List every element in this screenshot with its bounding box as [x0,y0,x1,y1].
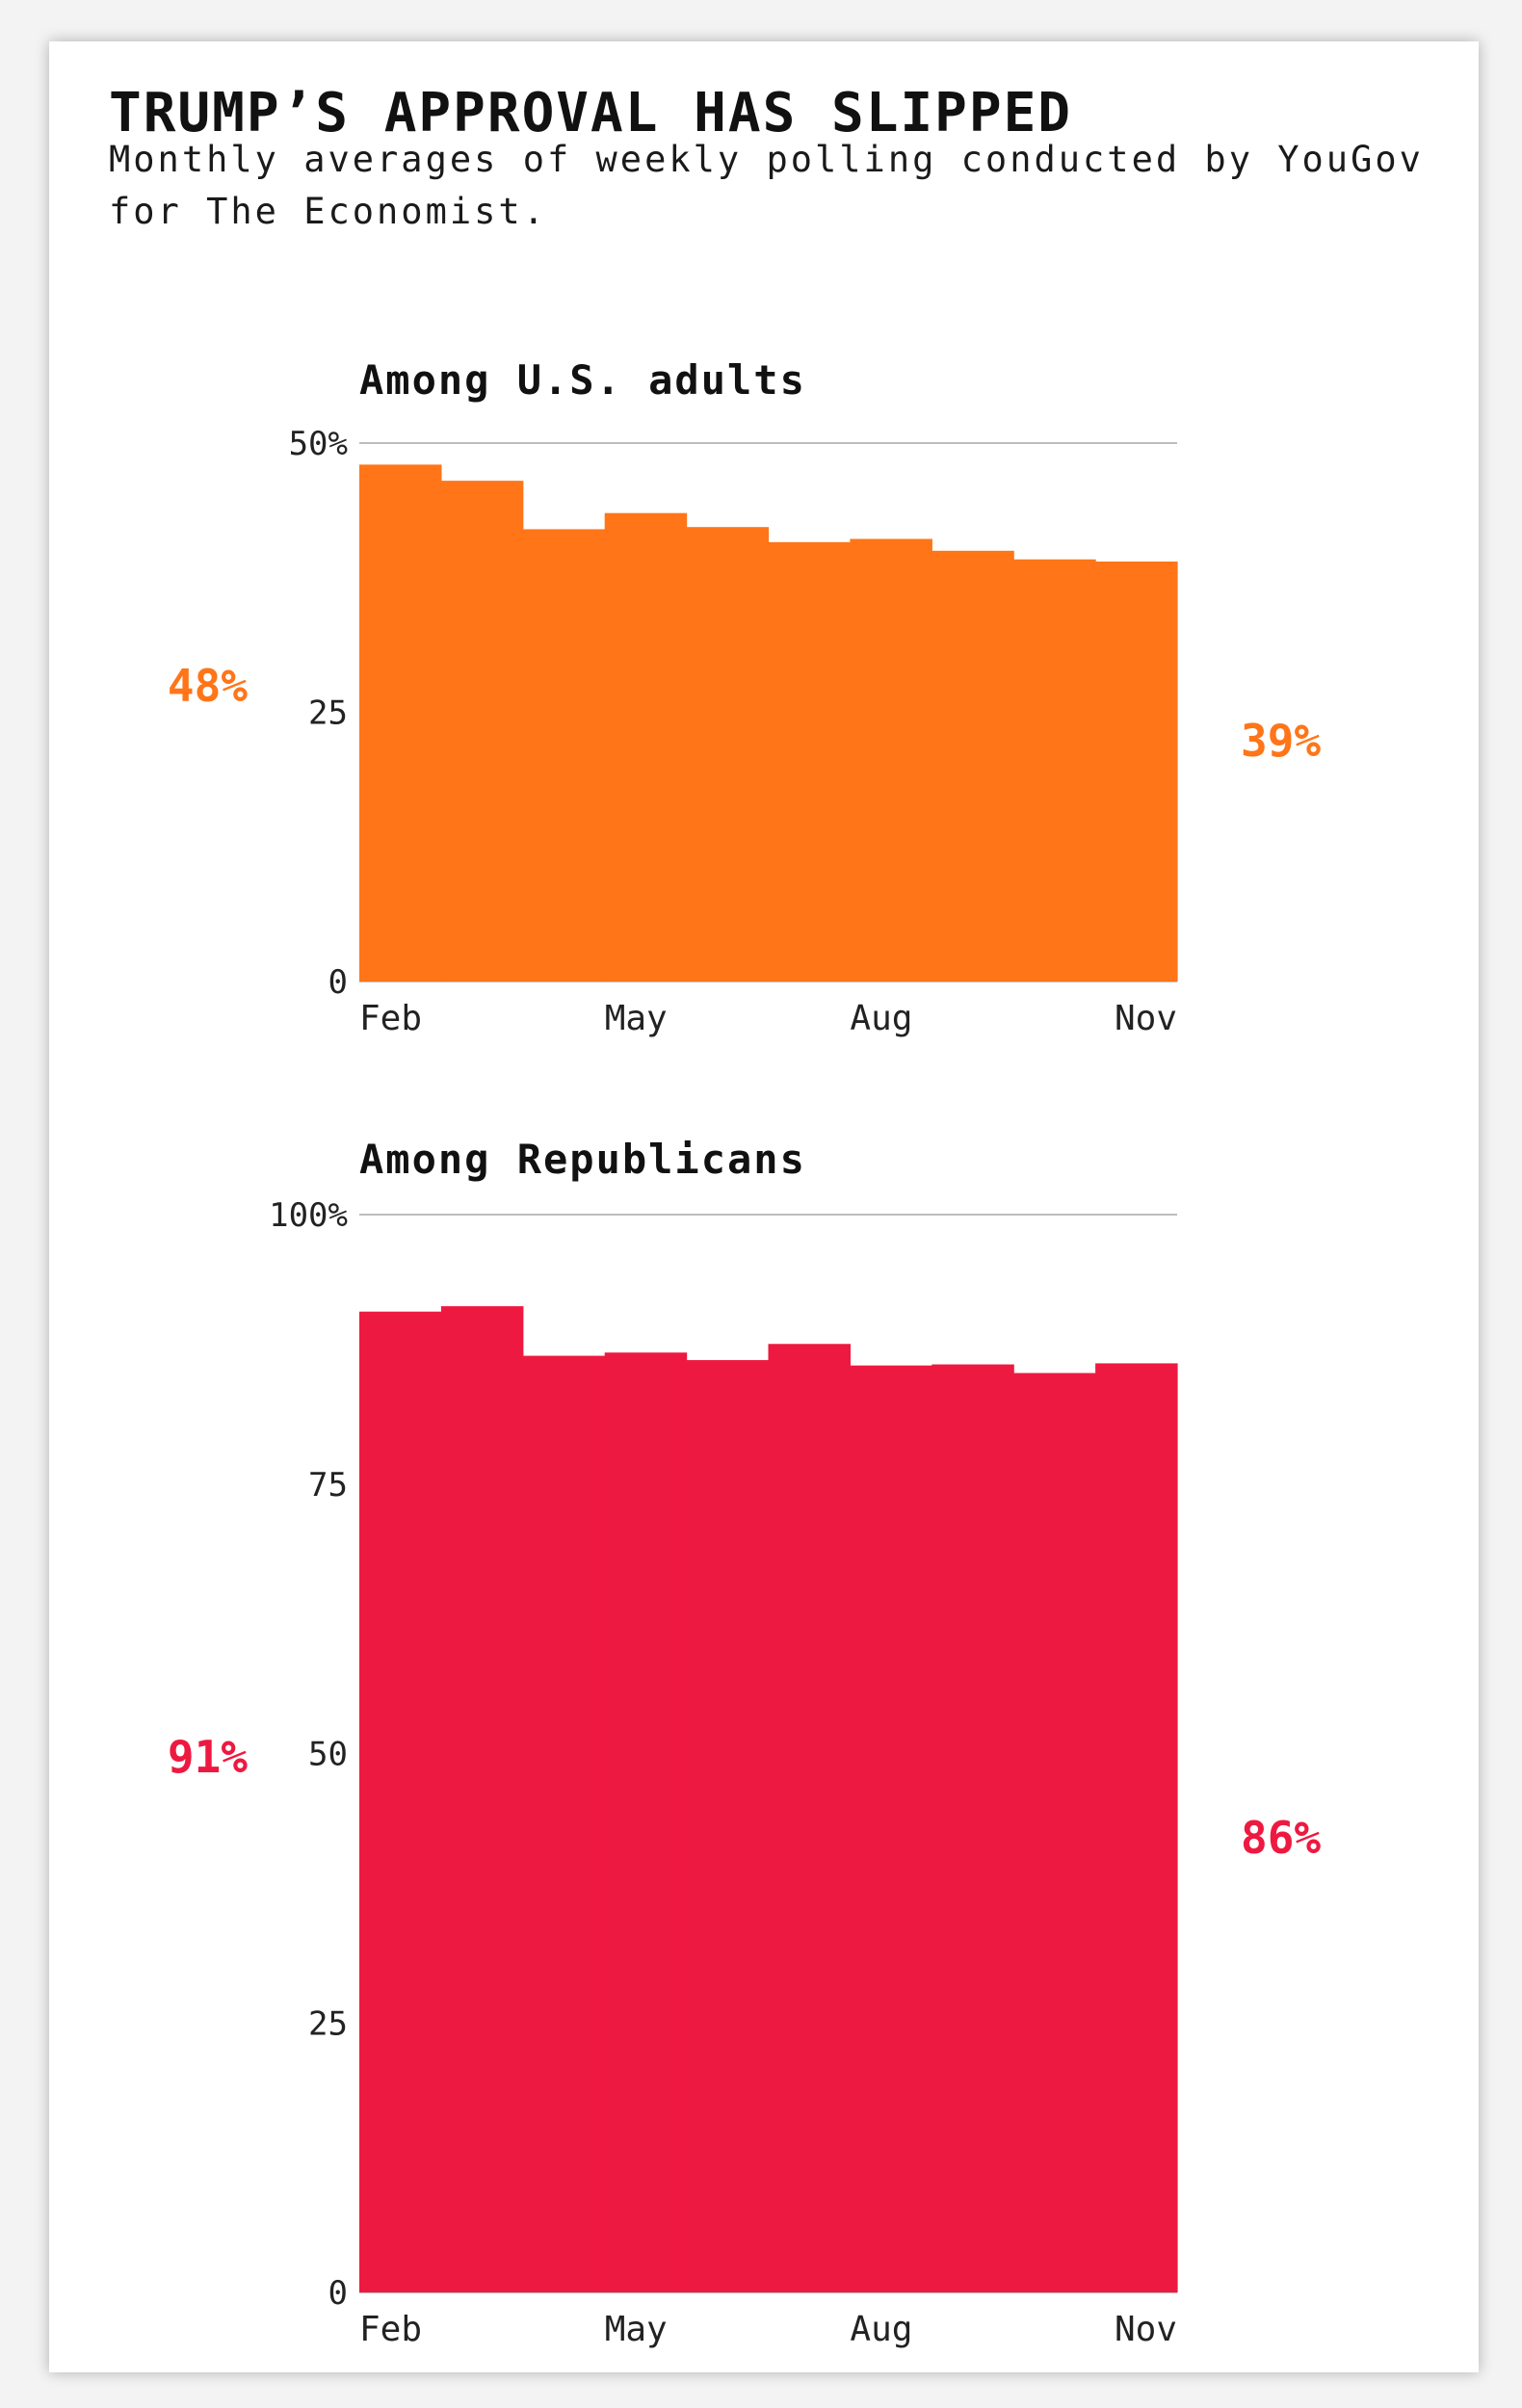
x-tick-label: Aug [850,2310,912,2349]
bar-jun [686,527,770,982]
bar-may [604,1352,688,2292]
bar-may [604,512,688,982]
bar-aug [850,1365,932,2292]
x-tick-label: Feb [359,2310,422,2349]
end-value-label: 39% [1241,715,1321,767]
bar-jul [768,541,851,982]
x-tick-label: Nov [1115,2310,1177,2349]
panel-title: Among Republicans [359,1136,806,1183]
chart-title: TRUMP’S APPROVAL HAS SLIPPED [109,82,1073,144]
y-tick-label: 25 [308,694,348,733]
x-tick-label: Feb [359,999,422,1038]
y-tick-label: 75 [308,1466,348,1505]
y-tick-label: 0 [328,2274,348,2313]
y-tick-label: 100% [269,1196,348,1235]
bar-feb [359,464,442,982]
bar-sep [932,1364,1014,2292]
bar-oct [1013,1373,1096,2292]
panel-title: Among U.S. adults [359,356,806,404]
bar-apr [522,529,606,982]
chart-subtitle: Monthly averages of weekly polling condu… [109,139,1424,232]
bar-mar [440,481,524,982]
chart-card: TRUMP’S APPROVAL HAS SLIPPED Monthly ave… [49,41,1479,2372]
bar-apr [522,1355,606,2292]
y-tick-label: 50% [289,425,348,463]
bar-mar [440,1306,524,2292]
y-tick-label: 0 [328,963,348,1002]
start-value-label: 91% [168,1731,248,1783]
x-tick-label: May [605,999,668,1038]
bar-nov [1095,1363,1178,2292]
adults-approval-chart: Among U.S. adults 0 25 50% Feb May Aug Nov 48% 39… [168,356,1321,1038]
x-tick-label: Nov [1115,999,1177,1038]
bar-feb [359,1311,442,2292]
x-tick-label: Aug [850,999,912,1038]
republicans-approval-chart: Among Republicans 0 25 50 75 100% Feb May Aug Nov… [168,1136,1321,2349]
x-tick-label: May [605,2310,668,2349]
y-tick-label: 25 [308,2004,348,2043]
start-value-label: 48% [168,660,248,712]
y-tick-label: 50 [308,1736,348,1774]
bar-oct [1013,559,1096,982]
bar-sep [932,550,1014,982]
end-value-label: 86% [1241,1812,1321,1864]
bar-jul [768,1344,851,2292]
bar-jun [686,1360,770,2292]
bar-nov [1095,561,1178,982]
bar-aug [850,538,932,982]
